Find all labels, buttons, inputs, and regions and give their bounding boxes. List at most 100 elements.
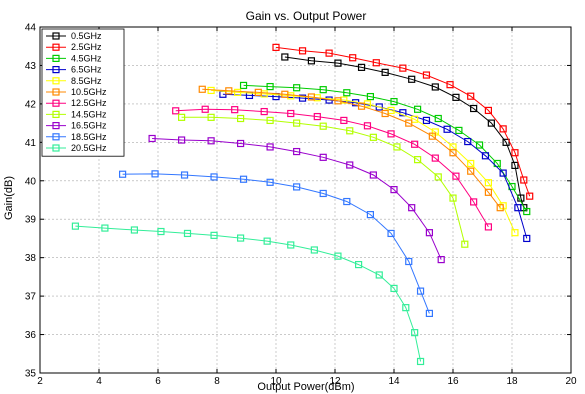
data-point-6-5ghz (375, 103, 383, 111)
data-point-0-5ghz (381, 68, 389, 76)
data-point-10-5ghz (381, 109, 389, 118)
data-point-10-5ghz (281, 90, 289, 98)
data-point-10-5ghz (225, 87, 233, 95)
data-point-0-5ghz (487, 119, 495, 127)
data-point-0-5ghz (511, 161, 519, 169)
data-point-18-5ghz (366, 211, 374, 219)
data-point-10-5ghz (254, 88, 262, 96)
data-point-0-5ghz (334, 59, 342, 67)
data-point-6-5ghz (464, 137, 472, 146)
data-point-6-5ghz (422, 116, 431, 125)
data-point-4-5ghz (414, 105, 422, 113)
legend-label-8-5ghz: 8.5GHz (71, 76, 102, 86)
data-point-18-5ghz (387, 229, 395, 238)
data-point-18-5ghz (239, 175, 248, 183)
data-point-20-5ghz (390, 284, 398, 293)
legend-marker-8-5ghz (52, 77, 60, 85)
data-point-12-5ghz (260, 107, 268, 116)
x-tick-label: 8 (214, 376, 220, 387)
data-point-4-5ghz (266, 82, 274, 91)
legend-marker-14-5ghz (52, 110, 60, 119)
data-point-2-5ghz (325, 49, 333, 57)
data-point-12-5ghz (411, 140, 419, 148)
data-point-10-5ghz (307, 93, 315, 101)
data-point-4-5ghz (366, 92, 374, 101)
data-point-20-5ghz (287, 241, 295, 249)
data-point-18-5ghz (405, 257, 413, 266)
data-point-12-5ghz (431, 154, 439, 162)
data-point-4-5ghz (434, 114, 442, 123)
data-point-16-5ghz (408, 204, 416, 212)
legend-label-14-5ghz: 14.5GHz (71, 109, 107, 119)
series-line-8-5ghz (211, 89, 516, 233)
data-point-18-5ghz (151, 170, 159, 178)
data-point-2-5ghz (349, 54, 357, 62)
x-tick-label: 20 (565, 376, 577, 387)
legend-label-4-5ghz: 4.5GHz (71, 53, 102, 63)
data-point-12-5ghz (387, 130, 395, 138)
y-tick-label: 44 (25, 23, 37, 34)
data-point-12-5ghz (340, 116, 348, 125)
data-point-6-5ghz (443, 125, 451, 133)
data-point-10-5ghz (496, 204, 504, 212)
data-point-18-5ghz (180, 171, 189, 179)
legend-label-0-5ghz: 0.5GHz (71, 31, 102, 41)
data-point-4-5ghz (523, 207, 531, 216)
y-tick-label: 38 (25, 253, 37, 264)
data-point-20-5ghz (101, 224, 109, 232)
data-point-16-5ghz (207, 137, 215, 145)
legend-marker-18-5ghz (52, 133, 60, 141)
series-line-18-5ghz (122, 173, 430, 314)
legend-label-20-5ghz: 20.5GHz (71, 143, 107, 153)
data-point-8-5ghz (234, 88, 242, 96)
data-point-20-5ghz (310, 246, 318, 254)
data-point-2-5ghz (467, 92, 475, 100)
data-point-0-5ghz (307, 57, 315, 65)
data-point-16-5ghz (266, 143, 274, 151)
data-point-8-5ghz (484, 179, 492, 187)
data-point-14-5ghz (319, 122, 327, 130)
data-point-6-5ghz (399, 109, 407, 117)
legend-marker-4-5ghz (52, 54, 60, 63)
data-point-0-5ghz (470, 104, 478, 113)
data-point-0-5ghz (452, 93, 460, 101)
data-point-10-5ghz (449, 149, 457, 157)
data-point-12-5ghz (172, 107, 180, 115)
data-point-10-5ghz (357, 102, 366, 110)
data-point-2-5ghz (446, 81, 454, 89)
data-point-16-5ghz (346, 161, 354, 169)
data-point-10-5ghz (198, 85, 206, 93)
data-point-16-5ghz (425, 229, 433, 237)
legend-marker-0-5ghz (52, 32, 60, 40)
y-tick-label: 37 (25, 292, 37, 303)
legend-label-10-5ghz: 10.5GHz (71, 87, 107, 97)
data-point-20-5ghz (402, 304, 410, 312)
data-point-4-5ghz (475, 141, 484, 149)
data-point-16-5ghz (437, 255, 445, 264)
series-line-20-5ghz (75, 225, 422, 362)
data-point-4-5ghz (343, 89, 351, 97)
data-point-4-5ghz (390, 97, 398, 106)
data-point-12-5ghz (363, 122, 372, 130)
data-point-16-5ghz (293, 147, 301, 156)
data-point-2-5ghz (526, 192, 534, 200)
x-tick-label: 6 (155, 376, 161, 387)
data-point-14-5ghz (434, 173, 442, 181)
data-point-0-5ghz (357, 63, 366, 71)
plot-area: 2 4 6 8 10 12 14 16 18 20 35 36 37 38 39 40 41 42 43 44 0.5G… (25, 23, 577, 388)
data-point-20-5ghz (183, 229, 192, 238)
legend-label-2-5ghz: 2.5GHz (71, 42, 102, 52)
data-point-12-5ghz (313, 112, 321, 121)
data-point-2-5ghz (372, 59, 380, 67)
data-point-14-5ghz (293, 119, 301, 127)
data-point-20-5ghz (157, 227, 165, 236)
data-point-12-5ghz (470, 198, 478, 206)
data-point-8-5ghz (511, 229, 519, 237)
legend-marker-20-5ghz (52, 144, 60, 152)
x-axis-label: Output Power(dBm) (257, 381, 354, 393)
legend-label-12-5ghz: 12.5GHz (71, 98, 107, 108)
x-tick-label: 4 (96, 376, 102, 387)
x-tick-label: 12 (329, 376, 341, 387)
